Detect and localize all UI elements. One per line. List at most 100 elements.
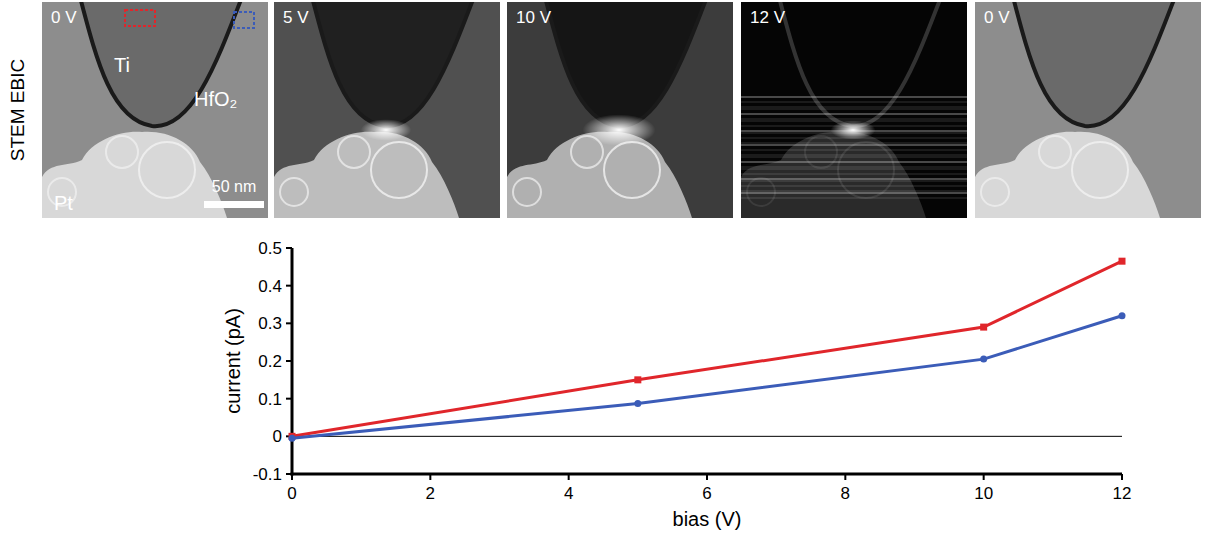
scan-streak [741,193,967,194]
series-group [289,258,1126,442]
image-panel: 0 V [975,0,1201,218]
pt-grain [280,178,308,206]
panel-label: 12 V [750,8,786,27]
pt-grain [106,136,138,168]
scan-streak [741,114,967,115]
scan-streak [741,155,967,156]
pt-electrode [975,132,1160,218]
ebic-glow [831,120,876,139]
panel-image [741,2,967,218]
scan-streak [741,107,967,108]
scan-streak [741,102,967,103]
y-tick-label: 0.5 [258,239,282,258]
image-panel: 12 V [741,0,967,218]
scale-bar [204,201,264,208]
figure: STEM EBIC 0 V Ti HfO₂ Pt 50 nm 5 V 10 V 12 V 0 V -… [0,0,1207,541]
panel-image [274,2,500,218]
roi-box [125,10,155,26]
scan-streak [741,186,967,187]
annotation: HfO₂ [194,88,237,110]
series-marker [980,324,987,331]
x-tick-label: 10 [974,484,993,503]
axes: -0.100.10.20.30.40.5024681012bias (V)cur… [222,239,1131,530]
scan-streak [741,191,967,192]
scan-streak [741,119,967,120]
ti-tip [1013,2,1175,126]
scan-streak [741,133,967,134]
x-tick-label: 0 [287,484,296,503]
pt-grain [981,178,1009,206]
y-axis-title: current (pA) [222,308,244,414]
panel-label: 5 V [283,8,309,27]
ti-tip [779,2,941,126]
scan-streak [741,169,967,170]
x-tick-label: 8 [841,484,850,503]
pt-grain [1039,136,1071,168]
zero-line [292,436,1122,437]
scan-streak [741,150,967,151]
pt-grain [139,142,195,198]
series-marker [289,435,296,442]
pt-grain [338,136,370,168]
scan-streak [741,121,967,122]
scan-streak [741,167,967,168]
image-panel: 10 V [507,0,733,218]
pt-grain [747,178,775,206]
series-marker [1119,258,1126,265]
ti-tip [312,2,474,126]
pt-grain [805,136,837,168]
scan-streak [741,97,967,98]
y-tick-label: 0.4 [258,277,282,296]
image-panel: 0 V Ti HfO₂ Pt 50 nm [42,0,268,218]
pt-grain [513,178,541,206]
panel-image [975,2,1201,218]
x-tick-label: 6 [702,484,711,503]
series-marker [980,356,987,363]
scan-streak [741,157,967,158]
pt-grain [371,142,427,198]
series-marker [634,376,641,383]
y-tick-label: 0.2 [258,352,282,371]
x-tick-label: 4 [564,484,573,503]
x-axis-title: bias (V) [673,508,742,530]
x-axis [291,473,1123,476]
pt-electrode [274,132,459,218]
scan-streak [741,145,967,146]
y-tick-label: 0.1 [258,390,282,409]
scan-streak [741,126,967,127]
panel-label: 10 V [516,8,552,27]
image-panel: 5 V [274,0,500,218]
x-tick-label: 2 [426,484,435,503]
series-marker [1119,312,1126,319]
ti-tip [80,2,242,126]
roi-box [234,12,254,28]
scan-streak [741,131,967,132]
series-marker [634,400,641,407]
annotation: Pt [54,192,73,214]
scale-bar-label: 50 nm [212,178,256,195]
scan-streak [741,174,967,175]
scan-streak [741,181,967,182]
scan-streak [741,198,967,199]
y-tick-label: 0 [273,427,282,446]
panel-image [42,2,268,218]
pt-electrode [507,132,692,218]
series-line [292,261,1122,436]
scan-streak [741,162,967,163]
panel-label: 0 V [51,8,77,27]
ebic-glow [361,119,411,141]
scan-streak [741,109,967,110]
series-line [292,316,1122,438]
row-label: STEM EBIC [7,59,28,161]
pt-grain [1072,142,1128,198]
ti-tip [545,2,707,126]
panel-image [507,2,733,218]
annotation: Ti [114,54,130,76]
x-tick-label: 12 [1113,484,1132,503]
pt-electrode [42,132,227,218]
panel-label: 0 V [984,8,1010,27]
scan-streak [741,143,967,144]
y-tick-label: -0.1 [253,465,282,484]
scan-streak [741,179,967,180]
scan-streak [741,138,967,139]
